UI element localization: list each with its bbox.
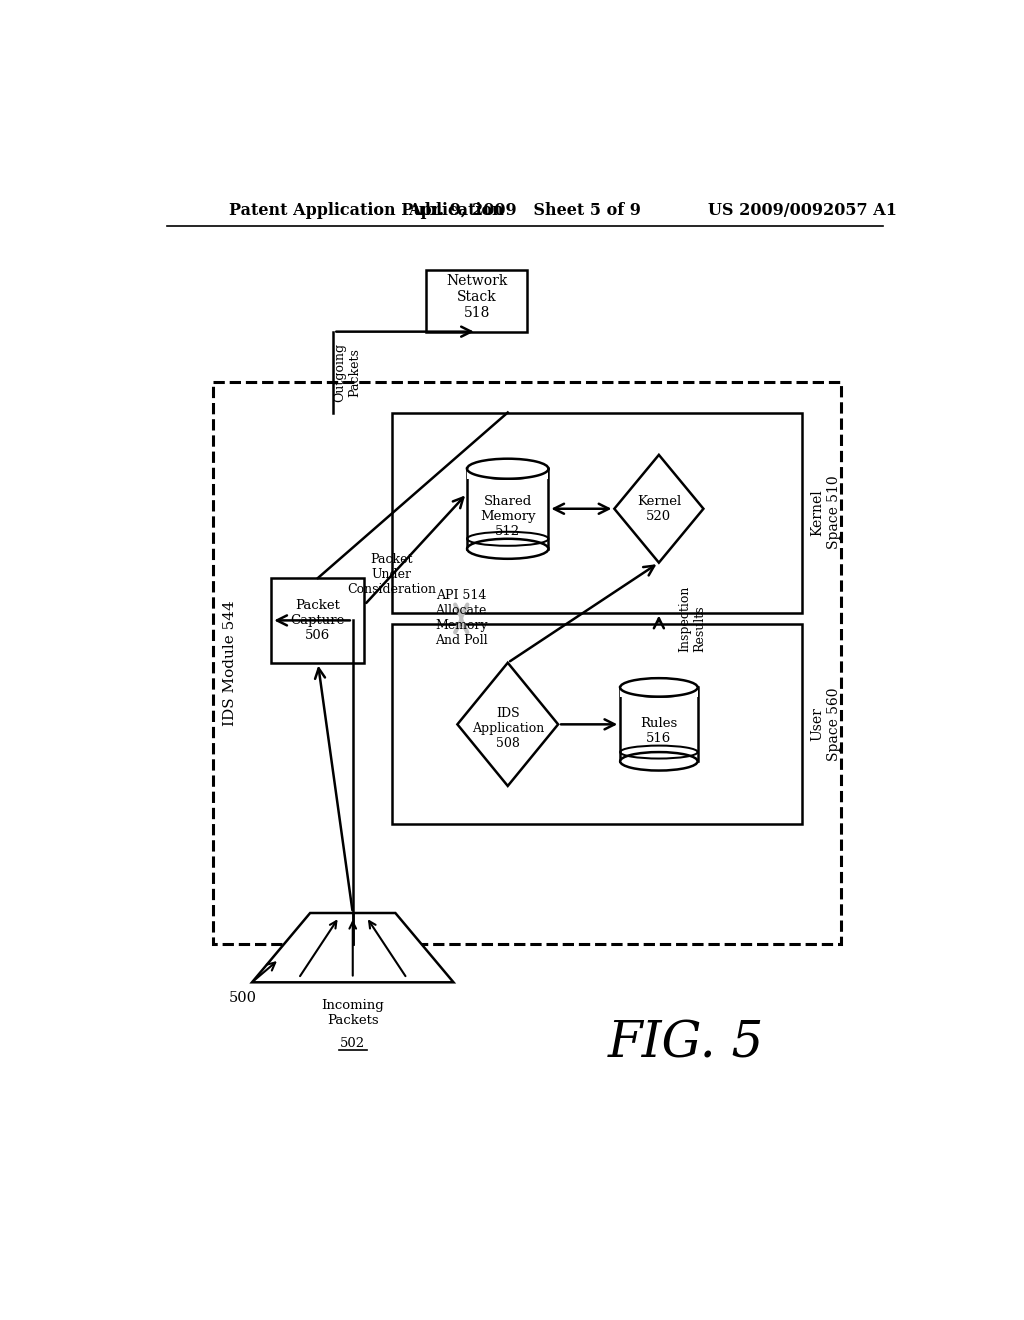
Bar [391, 624, 802, 825]
Text: 502: 502 [340, 1038, 366, 1051]
Bar [213, 381, 841, 944]
Bar [391, 412, 802, 612]
Text: US 2009/0092057 A1: US 2009/0092057 A1 [708, 202, 897, 219]
Bar [467, 469, 549, 558]
Text: User
Space 560: User Space 560 [810, 688, 841, 762]
Polygon shape [614, 455, 703, 562]
Bar [271, 578, 365, 663]
Bar [467, 469, 549, 479]
Polygon shape [252, 913, 454, 982]
Text: Packet
Under
Consideration: Packet Under Consideration [347, 553, 436, 595]
Text: Packet
Capture
506: Packet Capture 506 [291, 599, 345, 642]
Text: Incoming
Packets: Incoming Packets [322, 999, 384, 1027]
Text: API 514
Allocate
Memory
And Poll: API 514 Allocate Memory And Poll [435, 590, 487, 648]
Bar [426, 271, 527, 331]
Text: Rules
516: Rules 516 [640, 717, 678, 744]
Bar [621, 688, 697, 771]
Ellipse shape [621, 678, 697, 697]
Text: Network
Stack
518: Network Stack 518 [446, 273, 508, 321]
Polygon shape [458, 663, 558, 785]
Ellipse shape [621, 752, 697, 771]
Text: Inspection
Results: Inspection Results [678, 585, 707, 652]
Text: Apr. 9, 2009   Sheet 5 of 9: Apr. 9, 2009 Sheet 5 of 9 [409, 202, 641, 219]
Text: Patent Application Publication: Patent Application Publication [228, 202, 504, 219]
Text: IDS
Application
508: IDS Application 508 [472, 706, 544, 750]
Text: Shared
Memory
512: Shared Memory 512 [480, 495, 536, 539]
Bar [621, 688, 697, 697]
Text: 500: 500 [228, 991, 257, 1005]
Text: FIG. 5: FIG. 5 [608, 1019, 764, 1069]
Text: Kernel
Space 510: Kernel Space 510 [810, 475, 841, 549]
Text: Outgoing
Packets: Outgoing Packets [334, 342, 361, 401]
Ellipse shape [467, 459, 549, 479]
Text: IDS Module 544: IDS Module 544 [223, 599, 238, 726]
Ellipse shape [467, 539, 549, 558]
Text: Kernel
520: Kernel 520 [637, 495, 681, 523]
